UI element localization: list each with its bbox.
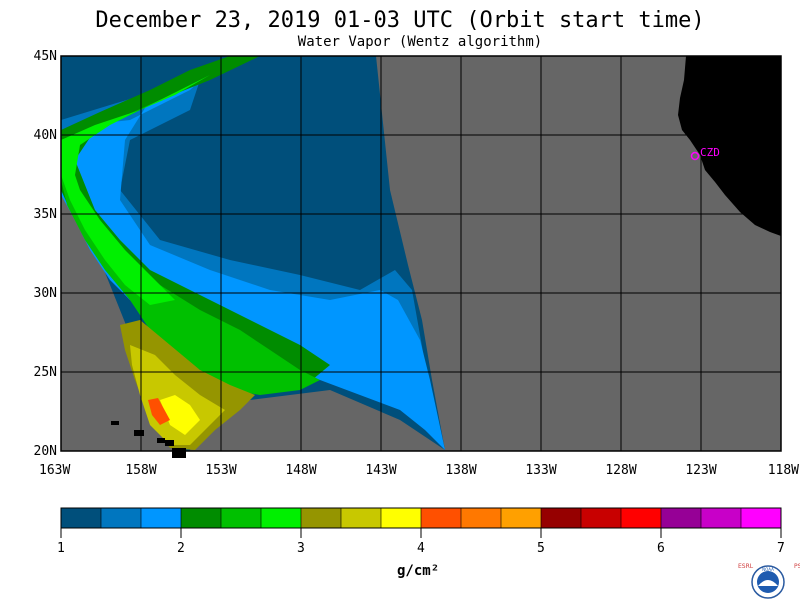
hawaiian-islands [111,421,186,458]
colorbar-swatch [301,508,342,528]
lon-label: 138W [445,463,476,478]
swath-bright-blue [61,72,445,450]
colorbar-frame [60,507,782,529]
colorbar-tick-label: 3 [297,541,305,556]
longitude-labels: 163W 158W 153W 148W 143W 138W 133W 128W 123W 118W [39,463,799,478]
lon-label: 128W [605,463,636,478]
station-marker: CZD [690,146,720,161]
lat-label: 40N [34,128,57,143]
colorbar-tick-label: 5 [537,541,545,556]
colorbar-swatch [581,508,622,528]
colorbar-swatch [661,508,702,528]
lat-label: 45N [34,49,57,64]
colorbar [60,508,782,538]
lon-label: 148W [285,463,316,478]
colorbar-swatch [501,508,542,528]
swath-yellow-green [130,345,225,445]
station-label: CZD [700,146,720,159]
colorbar-swatch [621,508,662,528]
colorbar-swatch [741,508,782,528]
colorbar-tick-label: 6 [657,541,665,556]
logo-right-letters: PSD [794,563,800,570]
colorbar-tick-label: 4 [417,541,425,556]
colorbar-tick-label: 2 [177,541,185,556]
lat-label: 30N [34,286,57,301]
land-california [678,56,781,236]
swath-orange [148,398,170,425]
colorbar-tick-label: 7 [777,541,785,556]
lon-label: 158W [125,463,156,478]
noaa-logo: ESRL PSD NOAA [736,560,800,600]
colorbar-swatch [61,508,102,528]
lon-label: 133W [525,463,556,478]
swath-yellow [160,395,200,435]
colorbar-unit: g/cm² [397,563,440,579]
colorbar-swatch [341,508,382,528]
colorbar-swatch [701,508,742,528]
lon-label: 123W [685,463,716,478]
colorbar-swatch [221,508,262,528]
colorbar-swatch [541,508,582,528]
lon-label: 163W [39,463,70,478]
colorbar-swatch [181,508,222,528]
lon-label: 143W [365,463,396,478]
lon-label: 153W [205,463,236,478]
colorbar-swatch [141,508,182,528]
colorbar-tick-label: 1 [57,541,65,556]
page-title: December 23, 2019 01-03 UTC (Orbit start… [95,8,705,33]
colorbar-swatch [101,508,142,528]
latitude-labels: 45N 40N 35N 30N 25N 20N [34,49,57,459]
swath-light-green [61,60,320,395]
swath-layer [61,56,445,451]
map-frame [60,55,782,452]
colorbar-swatch [381,508,422,528]
colorbar-swatch [461,508,502,528]
lat-label: 25N [34,365,57,380]
logo-left-letters: ESRL [738,563,754,570]
page-subtitle: Water Vapor (Wentz algorithm) [297,34,543,50]
lat-label: 35N [34,207,57,222]
lat-label: 20N [34,444,57,459]
logo-text: NOAA [762,567,774,572]
colorbar-swatch [421,508,462,528]
swath-bright-green [61,75,210,305]
colorbar-swatch [261,508,302,528]
lon-label: 118W [768,463,799,478]
